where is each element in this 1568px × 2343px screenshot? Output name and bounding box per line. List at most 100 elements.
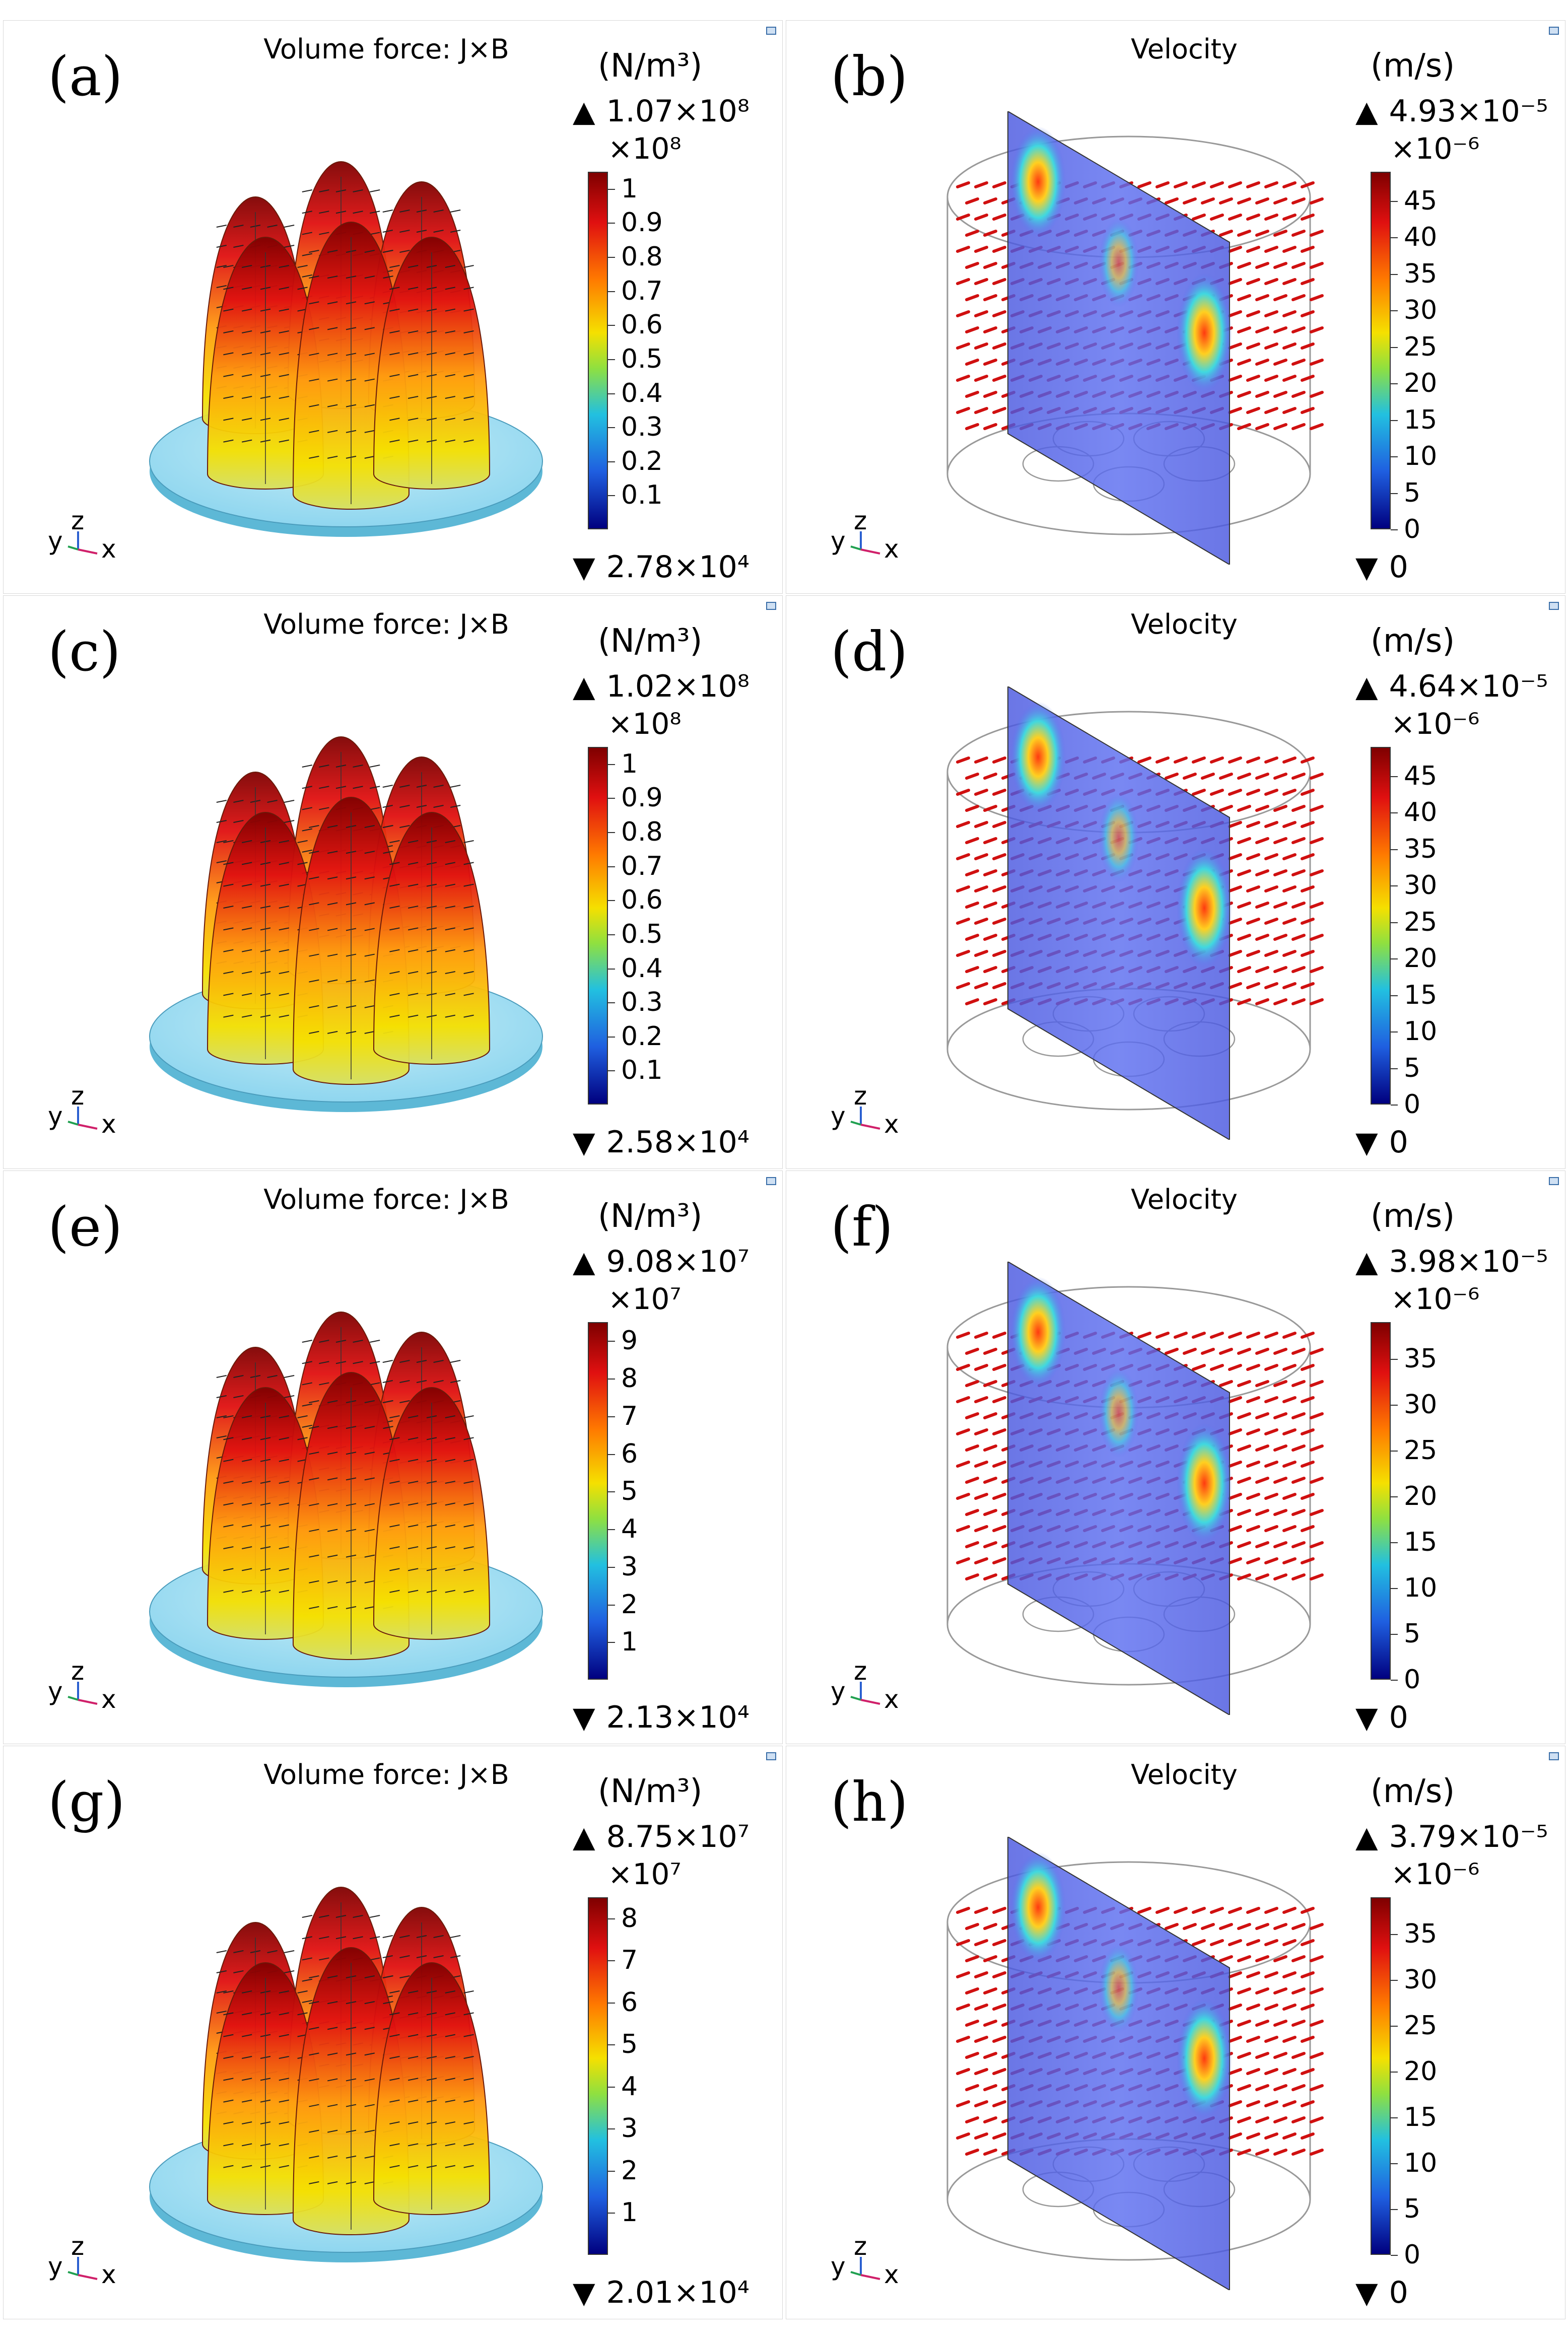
colorbar-multiplier: ×10⁷ — [608, 1282, 681, 1316]
force-arrow — [279, 1546, 289, 1549]
force-arrow — [216, 1375, 227, 1378]
window-icon[interactable] — [1549, 1177, 1559, 1185]
force-arrow — [242, 927, 252, 931]
axis-z-label: z — [854, 1665, 867, 1686]
velocity-arrow — [1255, 773, 1269, 780]
velocity-arrow — [1264, 2036, 1278, 2043]
force-arrow — [284, 820, 295, 823]
velocity-arrow — [965, 2020, 979, 2027]
axis-z-label: z — [71, 1089, 84, 1111]
velocity-arrow — [1282, 1461, 1297, 1468]
velocity-arrow — [1273, 359, 1287, 366]
velocity-arrow — [1246, 1525, 1260, 1532]
panel-label: (h) — [831, 1771, 908, 1834]
max-value: 3.98×10⁻⁵ — [1389, 1244, 1548, 1279]
colorbar-tick-label: 10 — [1404, 2148, 1438, 2178]
force-arrow — [279, 265, 289, 268]
velocity-arrow — [1219, 197, 1233, 204]
panel-g: (g) Volume force: J×B (N/m³) ▲ 8.75×10⁷ ×10⁷ 8… — [3, 1746, 783, 2319]
force-arrow — [223, 862, 234, 865]
velocity-arrow — [1210, 756, 1224, 764]
window-icon[interactable] — [766, 27, 776, 35]
force-arrow — [327, 250, 338, 253]
velocity-arrow — [956, 1364, 970, 1371]
velocity-arrow — [965, 1923, 979, 1930]
force-arrow — [463, 2143, 474, 2147]
colorbar-tick-label: 40 — [1404, 222, 1438, 253]
force-arrow — [463, 949, 474, 952]
velocity-arrow — [1301, 1907, 1315, 1914]
window-icon[interactable] — [766, 602, 776, 610]
velocity-arrow — [974, 407, 988, 414]
force-arrow — [364, 455, 375, 459]
axis-y-label: y — [831, 2252, 846, 2281]
force-arrow — [302, 849, 312, 853]
velocity-arrow — [956, 1396, 970, 1403]
velocity-arrow — [1264, 1939, 1278, 1946]
window-icon[interactable] — [1549, 27, 1559, 35]
force-arrow — [309, 1426, 319, 1429]
velocity-arrow — [1237, 2116, 1251, 2123]
force-arrow — [242, 993, 252, 996]
velocity-arrow — [1264, 2068, 1278, 2075]
velocity-arrow — [974, 310, 988, 317]
velocity-arrow — [1255, 1987, 1269, 1994]
force-arrow — [309, 2027, 319, 2030]
velocity-arrow — [1282, 246, 1297, 253]
velocity-arrow — [1237, 1412, 1251, 1419]
window-icon[interactable] — [1549, 602, 1559, 610]
velocity-arrow — [956, 853, 970, 860]
velocity-arrow — [1255, 934, 1269, 941]
velocity-arrow — [1228, 181, 1242, 188]
velocity-arrow — [1237, 1573, 1251, 1580]
force-arrow — [450, 805, 461, 808]
velocity-arrow — [1210, 1907, 1224, 1914]
max-value: 4.93×10⁻⁵ — [1389, 94, 1548, 129]
velocity-arrow — [992, 375, 1006, 382]
velocity-arrow — [965, 2149, 979, 2156]
velocity-arrow — [965, 326, 979, 333]
velocity-arrow — [983, 966, 997, 973]
velocity-arrow — [1228, 214, 1242, 221]
velocity-arrow — [1255, 391, 1269, 398]
window-icon[interactable] — [766, 1177, 776, 1185]
force-arrow — [242, 971, 252, 974]
force-arrow — [319, 1340, 329, 1343]
colorbar-tick-mark — [1391, 1542, 1398, 1543]
max-marker-icon: ▲ — [1355, 669, 1378, 704]
velocity-arrow — [1228, 2068, 1242, 2075]
velocity-arrow — [1264, 2100, 1278, 2107]
velocity-arrow — [1246, 342, 1260, 350]
colorbar-tick-label: 0.4 — [621, 953, 663, 984]
force-arrow — [297, 862, 308, 865]
colorbar-tick-label: 0.2 — [621, 446, 663, 476]
window-icon[interactable] — [1549, 1752, 1559, 1760]
velocity-arrow — [1310, 1541, 1324, 1548]
velocity-arrow — [1291, 1923, 1306, 1930]
velocity-arrow — [983, 1444, 997, 1452]
velocity-arrow — [1255, 1444, 1269, 1452]
force-arrow — [463, 1990, 474, 1993]
colorbar-tick-label: 8 — [621, 1363, 638, 1394]
force-arrow — [364, 1426, 375, 1429]
force-arrow — [353, 189, 363, 192]
colorbar-tick-label: 4 — [621, 1514, 638, 1545]
axis-y-label: y — [48, 1101, 63, 1131]
force-arrow — [408, 2165, 419, 2168]
force-arrow — [223, 308, 234, 312]
force-arrow — [445, 883, 455, 887]
velocity-arrow — [1183, 197, 1197, 204]
panel-e: (e) Volume force: J×B (N/m³) ▲ 9.08×10⁷ ×10⁷ 9… — [3, 1170, 783, 1744]
colorbar-tick-label: 0 — [1404, 514, 1421, 544]
force-arrow — [364, 876, 375, 880]
force-arrow — [463, 993, 474, 996]
velocity-arrow — [1291, 2116, 1306, 2123]
velocity-arrow — [1228, 278, 1242, 285]
force-arrow — [309, 1975, 319, 1978]
colorbar-tick-mark — [1391, 1496, 1398, 1497]
velocity-arrow — [974, 246, 988, 253]
velocity-arrow — [1237, 423, 1251, 430]
window-icon[interactable] — [766, 1752, 776, 1760]
force-arrow — [279, 1415, 289, 1418]
force-arrow — [364, 1452, 375, 1455]
